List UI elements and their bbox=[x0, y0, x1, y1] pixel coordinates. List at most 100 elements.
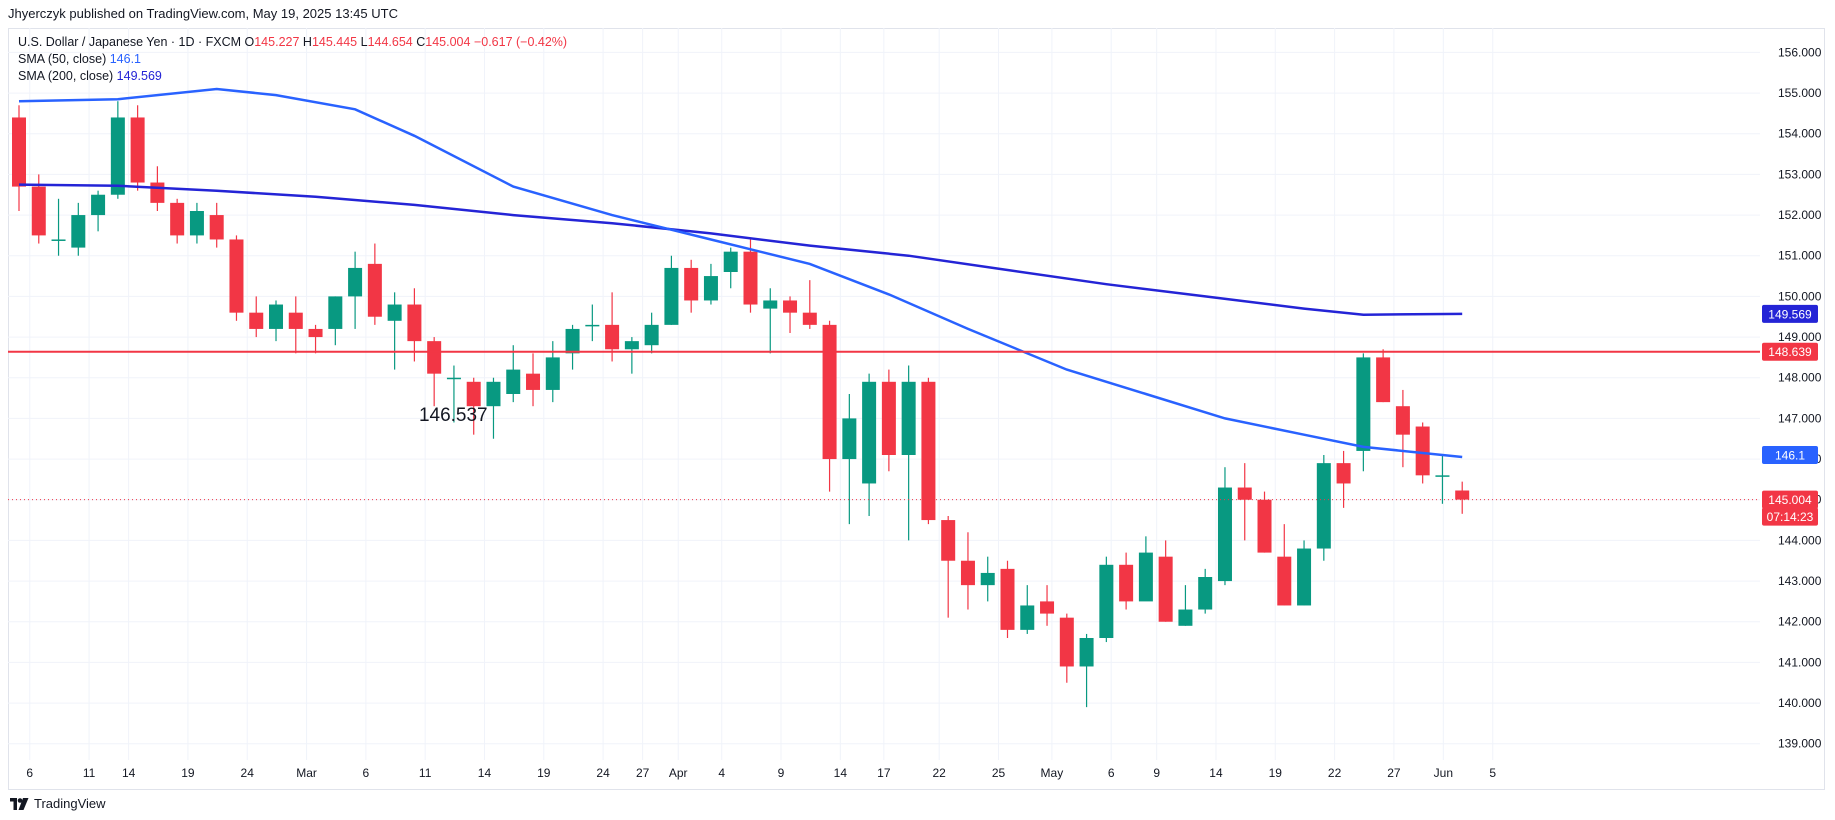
candle[interactable] bbox=[328, 296, 343, 346]
candle[interactable] bbox=[1336, 450, 1351, 508]
candle[interactable] bbox=[427, 337, 442, 407]
x-tick-label: 5 bbox=[1489, 766, 1496, 780]
legend-sma50-row[interactable]: SMA (50, close) 146.1 bbox=[18, 51, 567, 68]
candle[interactable] bbox=[783, 296, 798, 333]
svg-text:149.569: 149.569 bbox=[1768, 307, 1812, 321]
candle[interactable] bbox=[209, 202, 224, 248]
candle[interactable] bbox=[881, 369, 896, 472]
legend-sma200-row[interactable]: SMA (200, close) 149.569 bbox=[18, 68, 567, 85]
candle-body bbox=[367, 263, 382, 317]
candle[interactable] bbox=[1099, 556, 1114, 643]
candle[interactable] bbox=[189, 202, 204, 244]
candle[interactable] bbox=[1138, 536, 1153, 602]
candle[interactable] bbox=[486, 377, 501, 439]
candle[interactable] bbox=[862, 373, 877, 516]
candle[interactable] bbox=[605, 292, 620, 362]
candle[interactable] bbox=[565, 324, 580, 370]
candle-body bbox=[921, 381, 936, 521]
candle[interactable] bbox=[1079, 633, 1094, 708]
candle[interactable] bbox=[664, 255, 679, 325]
candle[interactable] bbox=[367, 243, 382, 325]
candle[interactable] bbox=[1257, 491, 1272, 553]
candle-body bbox=[901, 381, 916, 455]
candle[interactable] bbox=[1376, 349, 1391, 403]
candle[interactable] bbox=[170, 198, 185, 244]
candle[interactable] bbox=[288, 296, 303, 354]
candle[interactable] bbox=[1237, 463, 1252, 541]
chart-frame[interactable] bbox=[8, 28, 1825, 790]
candle[interactable] bbox=[960, 532, 975, 610]
candle[interactable] bbox=[1178, 585, 1193, 626]
sma50-value: 146.1 bbox=[109, 52, 141, 66]
candle[interactable] bbox=[1395, 389, 1410, 468]
symbol-description[interactable]: U.S. Dollar / Japanese Yen · 1D · FXCM bbox=[18, 35, 242, 49]
candle[interactable] bbox=[1297, 540, 1312, 606]
candle[interactable] bbox=[130, 105, 145, 191]
candle[interactable] bbox=[466, 377, 481, 435]
candle[interactable] bbox=[1217, 467, 1232, 586]
candle[interactable] bbox=[407, 288, 422, 362]
candle[interactable] bbox=[1435, 455, 1450, 504]
candle[interactable] bbox=[703, 263, 718, 305]
candle[interactable] bbox=[1158, 540, 1173, 622]
candle[interactable] bbox=[980, 556, 995, 602]
candle-body bbox=[842, 418, 857, 460]
candle[interactable] bbox=[921, 377, 936, 525]
candle[interactable] bbox=[1059, 613, 1074, 683]
candle[interactable] bbox=[1020, 585, 1035, 634]
candle-body bbox=[723, 251, 738, 272]
x-tick-label: 22 bbox=[1328, 766, 1342, 780]
candle[interactable] bbox=[1119, 552, 1134, 610]
candle[interactable] bbox=[308, 324, 323, 354]
candle[interactable] bbox=[1198, 568, 1213, 614]
candle[interactable] bbox=[723, 247, 738, 289]
candle[interactable] bbox=[585, 304, 600, 342]
candle-body bbox=[170, 202, 185, 236]
price-chart[interactable]: 146.537 156.000 155.000 154.000 153.000 152.… bbox=[0, 0, 1835, 790]
candle[interactable] bbox=[624, 337, 639, 374]
y-tick-label: 147.000 bbox=[1778, 411, 1822, 425]
candle[interactable] bbox=[822, 320, 837, 492]
candle[interactable] bbox=[1316, 455, 1331, 561]
candle-body bbox=[1119, 564, 1134, 602]
ohlc-h-label: H bbox=[302, 35, 312, 49]
candle[interactable] bbox=[506, 345, 521, 403]
candle[interactable] bbox=[348, 251, 363, 329]
candle[interactable] bbox=[71, 202, 86, 256]
candle[interactable] bbox=[1000, 560, 1015, 638]
candle-body bbox=[1336, 463, 1351, 484]
y-tick-label: 156.000 bbox=[1778, 45, 1822, 59]
candle[interactable] bbox=[802, 280, 817, 329]
candle[interactable] bbox=[644, 312, 659, 354]
candle[interactable] bbox=[545, 341, 560, 403]
candle[interactable] bbox=[901, 365, 916, 541]
candle[interactable] bbox=[684, 259, 699, 313]
candle[interactable] bbox=[526, 353, 541, 407]
candle[interactable] bbox=[941, 516, 956, 618]
x-tick-label: 6 bbox=[363, 766, 370, 780]
candle[interactable] bbox=[249, 296, 264, 338]
candle[interactable] bbox=[763, 288, 778, 354]
candle[interactable] bbox=[51, 198, 66, 256]
candle[interactable] bbox=[1356, 353, 1371, 472]
candle[interactable] bbox=[91, 190, 106, 232]
candle-body bbox=[31, 186, 46, 236]
candle[interactable] bbox=[1455, 481, 1470, 514]
candle[interactable] bbox=[446, 365, 461, 423]
candle[interactable] bbox=[387, 292, 402, 370]
candle-body bbox=[1198, 577, 1213, 610]
candle[interactable] bbox=[229, 235, 244, 321]
candle[interactable] bbox=[12, 105, 26, 211]
candle[interactable] bbox=[842, 394, 857, 525]
candle[interactable] bbox=[1040, 585, 1055, 626]
candle[interactable] bbox=[1277, 524, 1292, 606]
candle[interactable] bbox=[110, 101, 125, 199]
footer-brand[interactable]: TradingView bbox=[10, 792, 106, 816]
time-axis[interactable]: 6 11 14 19 24 Mar 6 11 14 19 24 27 Apr 4 9 14 17 22 25 May 6… bbox=[26, 766, 1496, 780]
candle[interactable] bbox=[269, 300, 284, 342]
footer-brand-name: TradingView bbox=[34, 796, 106, 811]
x-tick-label: 6 bbox=[26, 766, 33, 780]
candle[interactable] bbox=[743, 239, 758, 313]
legend-symbol-row[interactable]: U.S. Dollar / Japanese Yen · 1D · FXCM O… bbox=[18, 34, 567, 51]
price-axis[interactable]: 156.000 155.000 154.000 153.000 152.000 151.0… bbox=[1778, 45, 1822, 750]
